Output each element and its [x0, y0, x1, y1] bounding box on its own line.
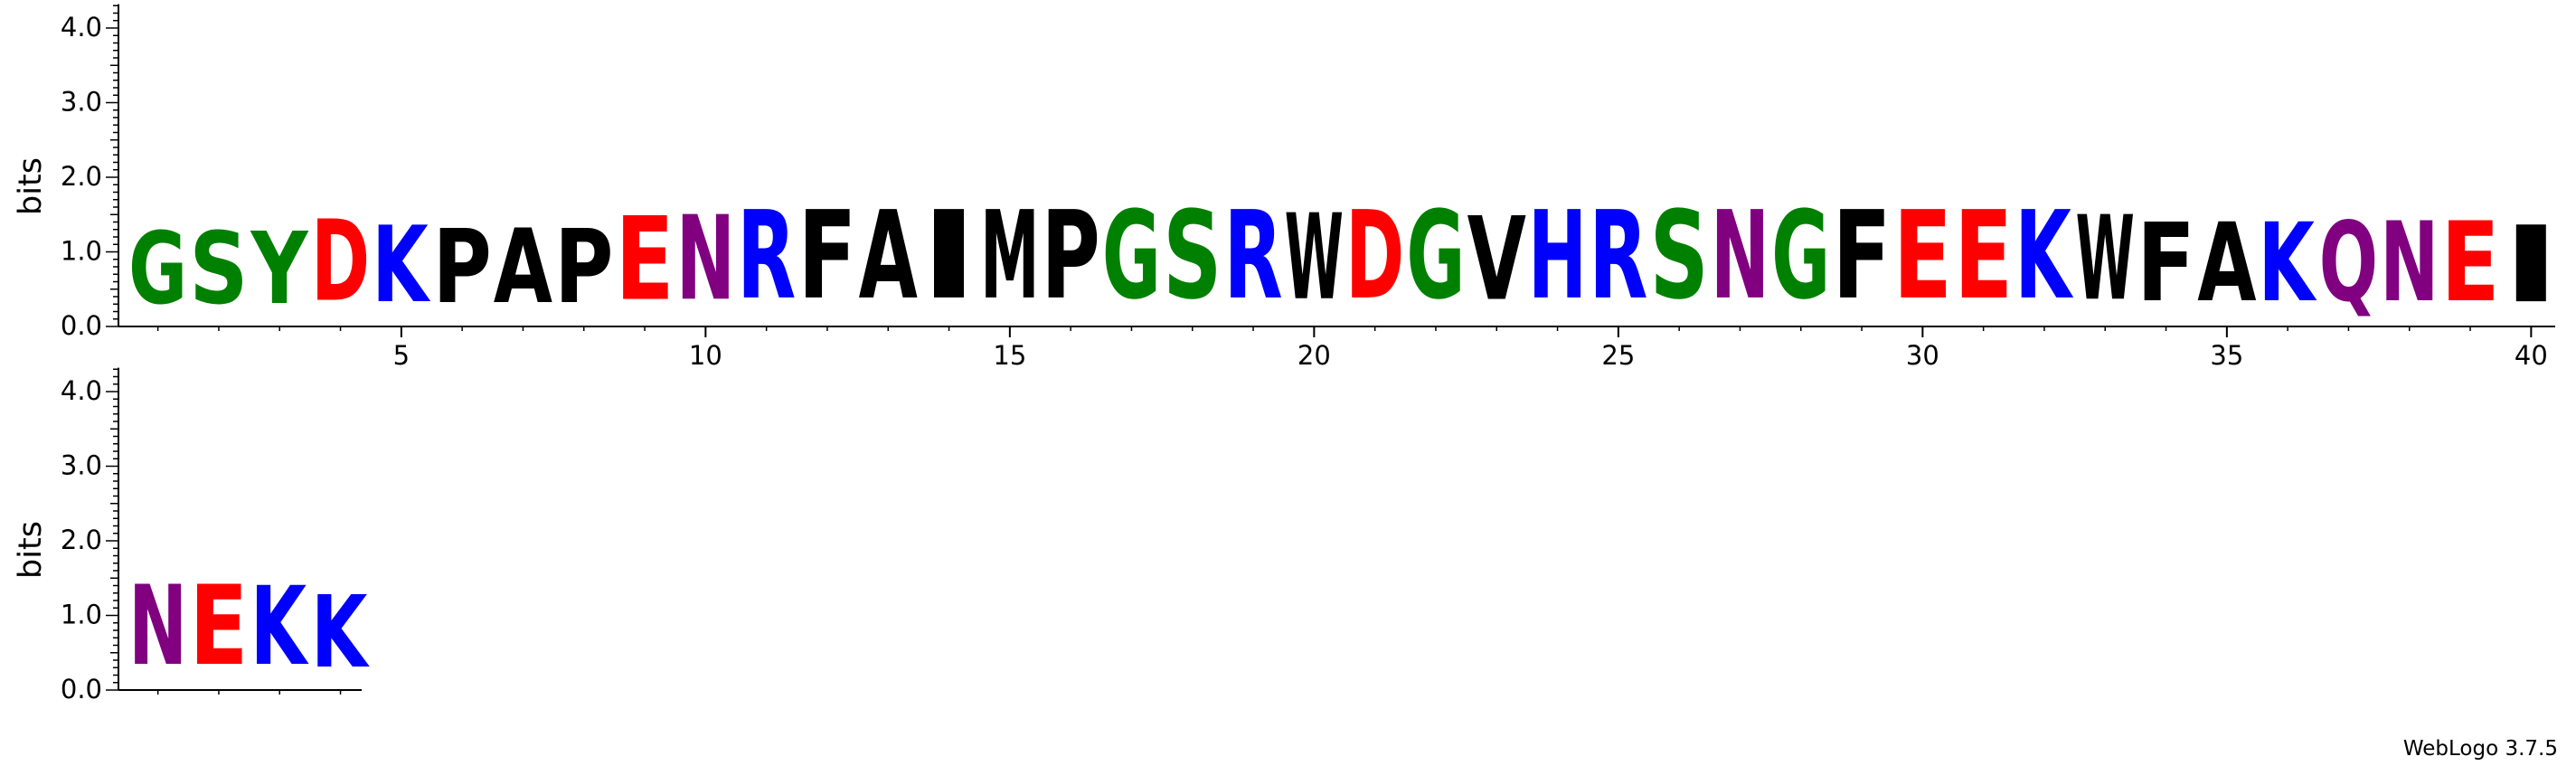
logo-letter-y: Y — [250, 212, 309, 326]
logo-letter-f: F — [1832, 186, 1891, 326]
logo-letter-q: Q — [2319, 199, 2378, 326]
logo-letter-d: D — [1345, 184, 1404, 326]
logo-letter-e: E — [2440, 199, 2499, 326]
logo-letter-s: S — [189, 212, 248, 326]
y-tick-label: 2.0 — [61, 161, 102, 192]
logo-letter-p: P — [554, 208, 613, 326]
y-tick-label: 0.0 — [61, 674, 102, 705]
logo-letter-s: S — [1650, 185, 1709, 326]
logo-letter-i: I — [920, 184, 978, 326]
logo-letter-k: K — [311, 574, 370, 689]
logo-letter-e: E — [1893, 186, 1952, 326]
logo-letter-m: M — [980, 184, 1039, 326]
logo-letter-e: E — [189, 563, 248, 690]
x-tick-label: 40 — [2515, 340, 2548, 371]
logo-letter-r: R — [1223, 186, 1282, 326]
logo-letter-g: G — [1102, 185, 1161, 326]
logo-letter-s: S — [1163, 185, 1222, 326]
logo-letter-h: H — [1528, 184, 1587, 326]
logo-letter-a: A — [494, 209, 552, 326]
logo-letter-v: V — [1467, 194, 1526, 326]
y-tick-label: 1.0 — [61, 600, 102, 630]
y-tick-label: 1.0 — [61, 236, 102, 267]
logo-letter-f: F — [797, 186, 856, 326]
logo-letter-i: I — [2502, 204, 2561, 326]
logo-letter-a: A — [859, 186, 919, 327]
y-tick-label: 3.0 — [61, 450, 102, 481]
y-tick-label: 0.0 — [61, 310, 102, 341]
logo-letter-g: G — [1406, 185, 1465, 326]
y-tick-label: 4.0 — [61, 375, 102, 406]
x-tick-label: 25 — [1601, 340, 1635, 371]
logo-letter-n: N — [1711, 184, 1769, 326]
y-tick-label: 3.0 — [61, 87, 102, 118]
logo-letter-n: N — [128, 563, 187, 691]
logo-letter-d: D — [311, 197, 370, 326]
logo-letter-p: P — [433, 208, 492, 326]
logo-letter-r: R — [737, 186, 796, 326]
logo-letter-a: A — [2197, 201, 2256, 326]
logo-letter-k: K — [250, 564, 310, 691]
logo-row-2: 0.0 1.0 2.0 3.0 4.0 bits N E K K — [13, 367, 370, 705]
y-tick-label: 4.0 — [61, 12, 102, 43]
x-tick-label: 15 — [993, 340, 1026, 371]
x-tick-label: 20 — [1297, 340, 1331, 371]
logo-letter-g: G — [128, 211, 187, 326]
y-axis-label: bits — [13, 521, 49, 579]
logo-letter-e: E — [615, 194, 674, 326]
weblogo-credit: WebLogo 3.7.5 — [2402, 737, 2558, 761]
logo-letter-k: K — [2015, 185, 2074, 326]
y-axis-label: bits — [13, 157, 49, 215]
logo-letter-k: K — [372, 203, 430, 326]
logo-letter-w: W — [1285, 189, 1344, 326]
logo-letter-p: P — [1042, 184, 1100, 326]
logo-letter-k: K — [2259, 201, 2318, 327]
y-tick-label: 2.0 — [61, 525, 102, 555]
logo-letter-n: N — [676, 192, 735, 327]
logo-letter-e: E — [1954, 186, 2013, 326]
x-tick-label: 5 — [393, 340, 410, 371]
x-tick-label: 10 — [689, 340, 722, 371]
logo-letter-r: R — [1589, 186, 1647, 326]
logo-letter-g: G — [1771, 185, 1830, 326]
logo-letter-f: F — [2137, 200, 2195, 326]
logo-letter-n: N — [2380, 199, 2439, 327]
logo-letter-w: W — [2076, 191, 2135, 326]
x-tick-label: 35 — [2210, 340, 2243, 371]
x-tick-label: 30 — [1906, 340, 1939, 371]
